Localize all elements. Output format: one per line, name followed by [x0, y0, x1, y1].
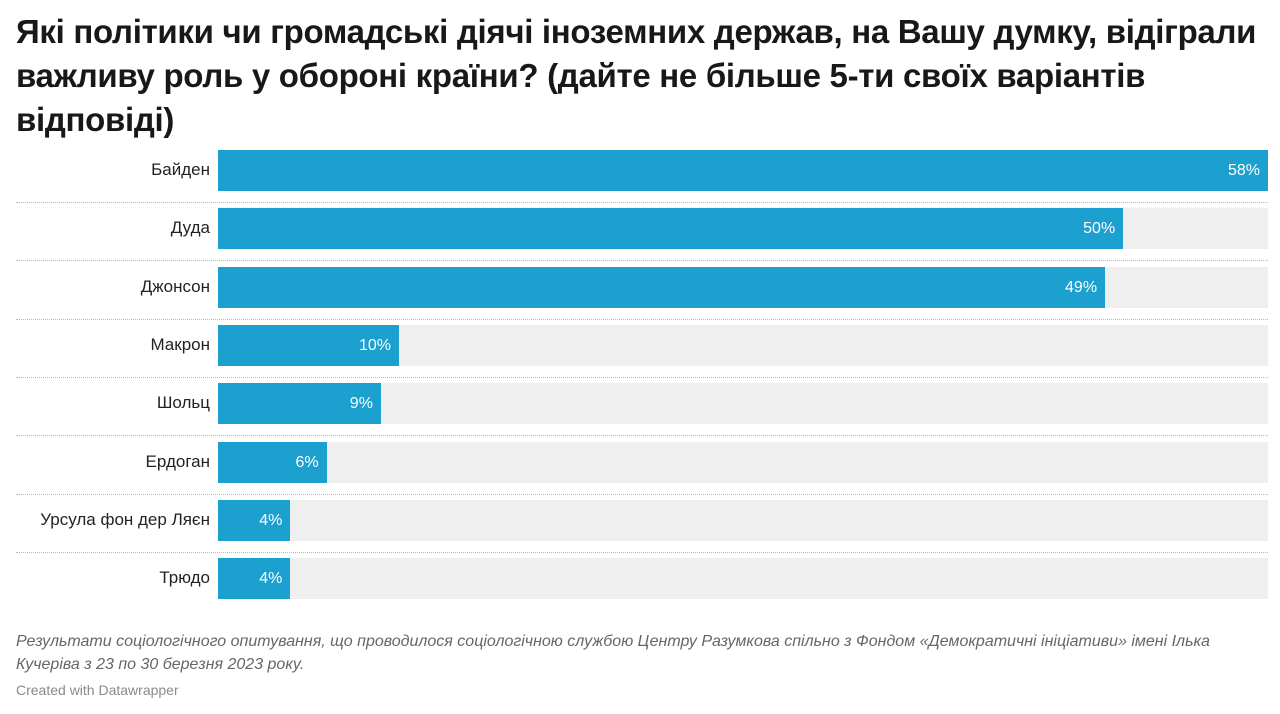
category-label: Джонсон: [140, 276, 210, 296]
bar-track: [218, 441, 1268, 483]
bar-row: Трюдо 4%: [0, 553, 1280, 611]
value-label: 49%: [1065, 278, 1098, 296]
bar-row: Макрон 10%: [0, 320, 1280, 378]
value-label: 6%: [295, 453, 319, 471]
bar: [218, 150, 1268, 191]
bar-row: Ердоган 6%: [0, 437, 1280, 495]
value-label: 50%: [1083, 220, 1116, 238]
value-label: 4%: [259, 511, 283, 529]
bar-track: [218, 499, 1268, 541]
value-label: 4%: [259, 570, 283, 588]
bar-row: Джонсон 49%: [0, 262, 1280, 320]
datawrapper-credit: Created with Datawrapper: [16, 682, 179, 698]
bar-row: Байден 58%: [0, 145, 1280, 203]
row-divider: [16, 435, 1268, 437]
category-label: Дуда: [170, 218, 210, 238]
row-divider: [16, 551, 1268, 553]
bar-row: Шольц 9%: [0, 378, 1280, 437]
bar: [218, 266, 1106, 308]
bar: [218, 558, 291, 600]
bar-track: [218, 383, 1268, 425]
row-divider: [16, 202, 1268, 203]
bar: [218, 441, 327, 483]
category-label: Урсула фон дер Ляєн: [40, 509, 210, 529]
bar: [218, 208, 1124, 250]
bar-row: Дуда 50%: [0, 203, 1280, 262]
category-label: Трюдо: [159, 568, 210, 588]
bar: [218, 383, 381, 425]
category-label: Макрон: [150, 334, 210, 354]
category-label: Шольц: [156, 393, 210, 413]
bar-track: [218, 558, 1268, 600]
value-label: 10%: [359, 336, 392, 354]
chart-title: Які політики чи громадські діячі іноземн…: [16, 13, 1257, 138]
row-divider: [16, 376, 1268, 378]
bar: [218, 324, 400, 366]
row-divider: [16, 260, 1268, 262]
bar: [218, 499, 291, 541]
value-label: 9%: [349, 395, 373, 413]
bar-chart: Байден 58% Дуда 50% Джонсон 49% Макрон 10% Шольц…: [0, 145, 1280, 610]
category-label: Ердоган: [145, 451, 210, 471]
category-label: Байден: [151, 160, 210, 179]
value-label: 58%: [1227, 162, 1260, 179]
bar-row: Урсула фон дер Ляєн 4%: [0, 495, 1280, 553]
row-divider: [16, 493, 1268, 495]
source-note: Результати соціологічного опитування, що…: [16, 633, 1210, 673]
row-divider: [16, 318, 1268, 320]
